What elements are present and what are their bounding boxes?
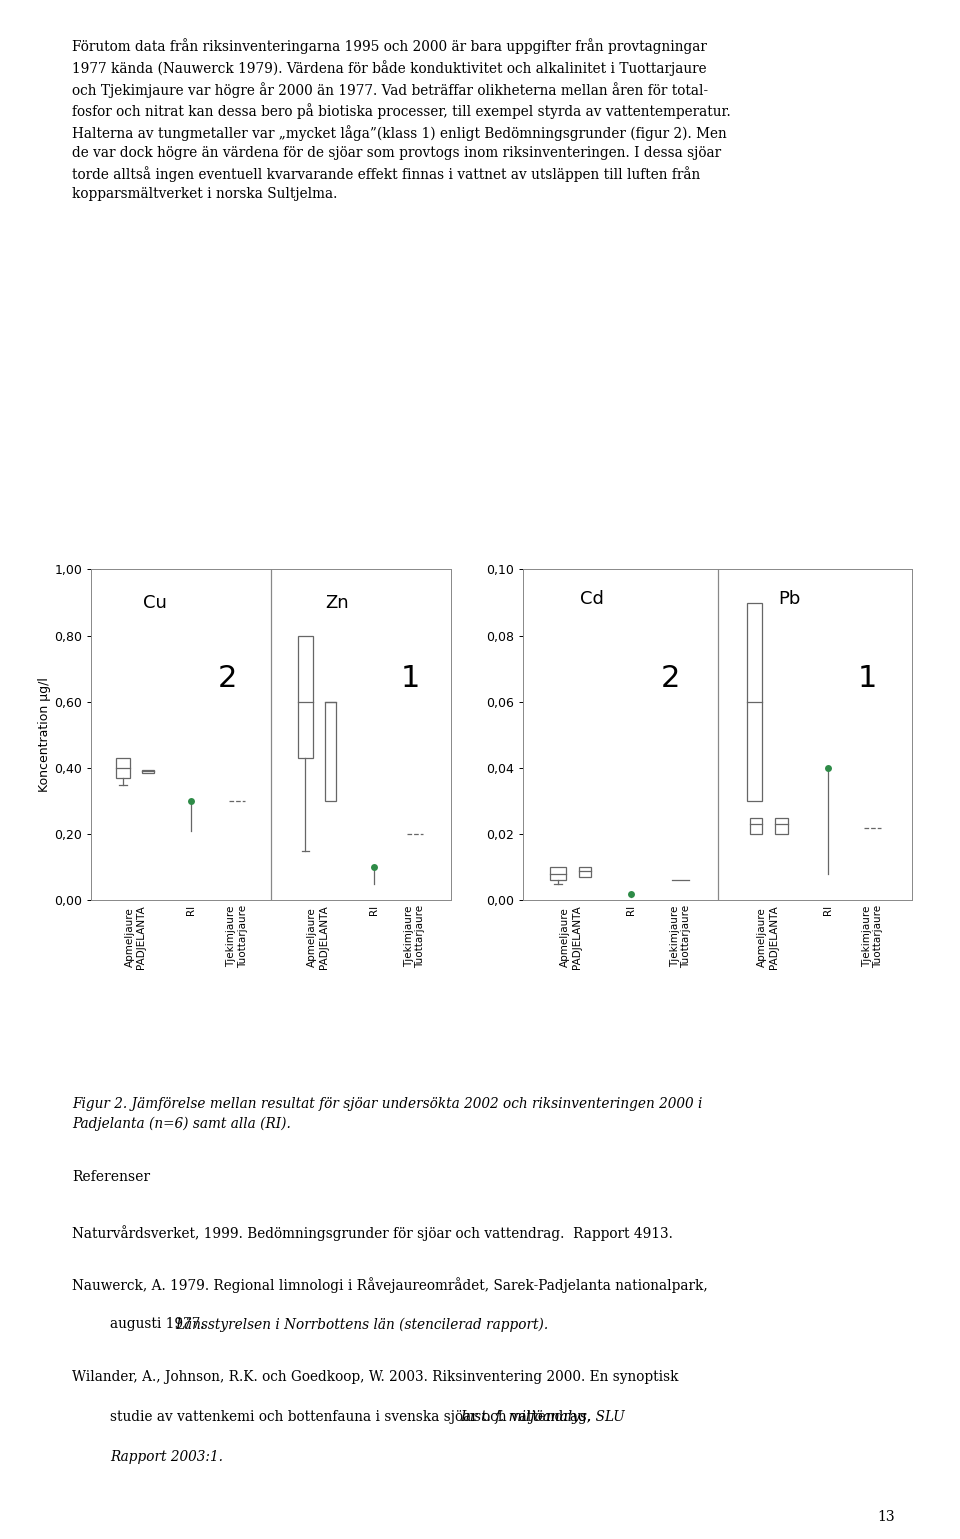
Text: Pb: Pb	[778, 591, 800, 608]
Text: 2: 2	[218, 665, 237, 693]
Text: 2: 2	[661, 665, 681, 693]
Text: Apmeljaure
PADJELANTA: Apmeljaure PADJELANTA	[307, 905, 328, 968]
Bar	[776, 817, 788, 834]
Text: Apmeljaure
PADJELANTA: Apmeljaure PADJELANTA	[125, 905, 147, 968]
Text: Referenser: Referenser	[72, 1170, 150, 1183]
Text: Rapport 2003:1.: Rapport 2003:1.	[110, 1450, 224, 1464]
Bar	[550, 868, 565, 880]
Bar	[324, 702, 336, 802]
Text: RI: RI	[627, 905, 636, 916]
Text: Zn: Zn	[325, 594, 349, 611]
Text: Wilander, A., Johnson, R.K. och Goedkoop, W. 2003. Riksinventering 2000. En syno: Wilander, A., Johnson, R.K. och Goedkoop…	[72, 1370, 679, 1384]
Text: Tjekimjaure
Tuottarjaure: Tjekimjaure Tuottarjaure	[670, 905, 691, 968]
Text: Cu: Cu	[143, 594, 167, 611]
Text: Nauwerck, A. 1979. Regional limnologi i Råvejaureområdet, Sarek-Padjelanta natio: Nauwerck, A. 1979. Regional limnologi i …	[72, 1277, 708, 1293]
Text: Tjekimjaure
Tuottarjaure: Tjekimjaure Tuottarjaure	[862, 905, 883, 968]
Text: RI: RI	[824, 905, 833, 916]
Bar	[747, 603, 762, 802]
Text: Cd: Cd	[580, 591, 604, 608]
Text: Figur 2. Jämförelse mellan resultat för sjöar undersökta 2002 och riksinventerin: Figur 2. Jämförelse mellan resultat för …	[72, 1097, 703, 1131]
Text: Naturvårdsverket, 1999. Bedömningsgrunder för sjöar och vattendrag.  Rapport 491: Naturvårdsverket, 1999. Bedömningsgrunde…	[72, 1225, 673, 1240]
Bar	[579, 868, 590, 877]
Text: 1: 1	[858, 665, 877, 693]
Text: Tjekimjaure
Tuottarjaure: Tjekimjaure Tuottarjaure	[404, 905, 425, 968]
Bar	[299, 636, 313, 759]
Text: 1: 1	[400, 665, 420, 693]
Bar	[750, 817, 762, 834]
Text: RI: RI	[186, 905, 197, 916]
Text: studie av vattenkemi och bottenfauna i svenska sjöar och vattendrag.: studie av vattenkemi och bottenfauna i s…	[110, 1410, 596, 1424]
Text: Apmeljaure
PADJELANTA: Apmeljaure PADJELANTA	[561, 905, 582, 968]
Bar	[142, 770, 154, 773]
Text: 13: 13	[877, 1510, 895, 1524]
Text: Inst. f. miljöanalys, SLU: Inst. f. miljöanalys, SLU	[460, 1410, 625, 1424]
Y-axis label: Koncentration µg/l: Koncentration µg/l	[38, 677, 52, 793]
Text: Länsstyrelsen i Norrbottens län (stencilerad rapport).: Länsstyrelsen i Norrbottens län (stencil…	[176, 1317, 549, 1331]
Text: augusti 1977.: augusti 1977.	[110, 1317, 209, 1331]
Bar	[116, 759, 131, 777]
Text: Apmeljaure
PADJELANTA: Apmeljaure PADJELANTA	[757, 905, 779, 968]
Text: Förutom data från riksinventeringarna 1995 och 2000 är bara uppgifter från provt: Förutom data från riksinventeringarna 19…	[72, 38, 731, 200]
Text: Tjekimjaure
Tuottarjaure: Tjekimjaure Tuottarjaure	[227, 905, 248, 968]
Text: RI: RI	[369, 905, 379, 916]
